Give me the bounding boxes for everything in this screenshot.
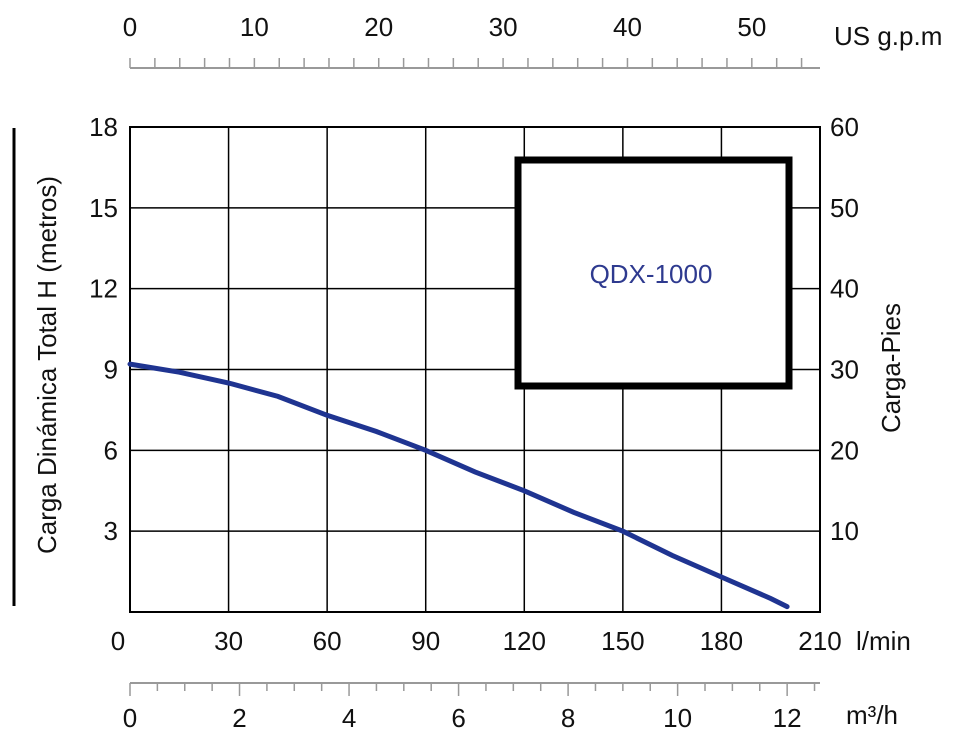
m3h-tick-label: 8 (561, 703, 575, 733)
x-tick-label: 120 (503, 626, 546, 656)
x-lmin-tick-labels: 0 30 60 90 120 150 180 210 (111, 626, 842, 656)
x-tick-label: 210 (798, 626, 841, 656)
gpm-scale: 0 10 20 30 40 50 US g.p.m (123, 12, 942, 69)
gpm-tick-label: 40 (613, 12, 642, 42)
x-tick-label: 90 (411, 626, 440, 656)
gpm-tick-labels: 0 10 20 30 40 50 (123, 12, 767, 42)
y-right-tick-labels: 10 20 30 40 50 60 (830, 112, 859, 546)
m3h-tick-label: 6 (451, 703, 465, 733)
y-left-tick-label: 9 (104, 355, 118, 385)
m3h-tick-label: 4 (342, 703, 356, 733)
gpm-tick-label: 20 (364, 12, 393, 42)
model-box: QDX-1000 (514, 156, 793, 390)
right-axis-title: Carga-Pies (876, 303, 906, 433)
m3h-scale: 0 2 4 6 8 10 12 m³/h (123, 682, 898, 733)
plot-frame (129, 126, 821, 613)
x-tick-label: 60 (313, 626, 342, 656)
gpm-tick-label: 50 (737, 12, 766, 42)
gpm-tick-label: 30 (489, 12, 518, 42)
y-right-tick-label: 10 (830, 516, 859, 546)
left-axis-title: Carga Dinámica Total H (metros) (32, 176, 62, 554)
y-left-tick-label: 12 (89, 274, 118, 304)
m3h-tick-label: 12 (773, 703, 802, 733)
m3h-minor-ticks (129, 683, 816, 696)
model-box-frame (514, 156, 793, 390)
lmin-unit-label: l/min (856, 626, 911, 656)
x-tick-label: 30 (214, 626, 243, 656)
x-tick-label: 0 (111, 626, 125, 656)
m3h-unit-label: m³/h (846, 700, 898, 730)
y-left-tick-label: 6 (104, 435, 118, 465)
y-left-tick-label: 18 (89, 112, 118, 142)
gpm-unit-label: US g.p.m (834, 21, 942, 51)
gpm-tick-label: 10 (240, 12, 269, 42)
y-left-tick-labels: 3 6 9 12 15 18 (89, 112, 118, 546)
y-right-tick-label: 40 (830, 274, 859, 304)
y-right-tick-label: 30 (830, 355, 859, 385)
m3h-tick-label: 10 (663, 703, 692, 733)
m3h-tick-labels: 0 2 4 6 8 10 12 (123, 703, 802, 733)
series-line (127, 361, 790, 610)
y-right-tick-label: 20 (830, 435, 859, 465)
gpm-tick-label: 0 (123, 12, 137, 42)
x-tick-label: 150 (601, 626, 644, 656)
y-left-tick-label: 3 (104, 516, 118, 546)
y-right-tick-label: 60 (830, 112, 859, 142)
m3h-tick-label: 2 (232, 703, 246, 733)
model-label: QDX-1000 (590, 259, 713, 289)
y-left-tick-label: 15 (89, 193, 118, 223)
gpm-minor-ticks (129, 58, 803, 68)
y-right-tick-label: 50 (830, 193, 859, 223)
x-tick-label: 180 (700, 626, 743, 656)
m3h-tick-label: 0 (123, 703, 137, 733)
